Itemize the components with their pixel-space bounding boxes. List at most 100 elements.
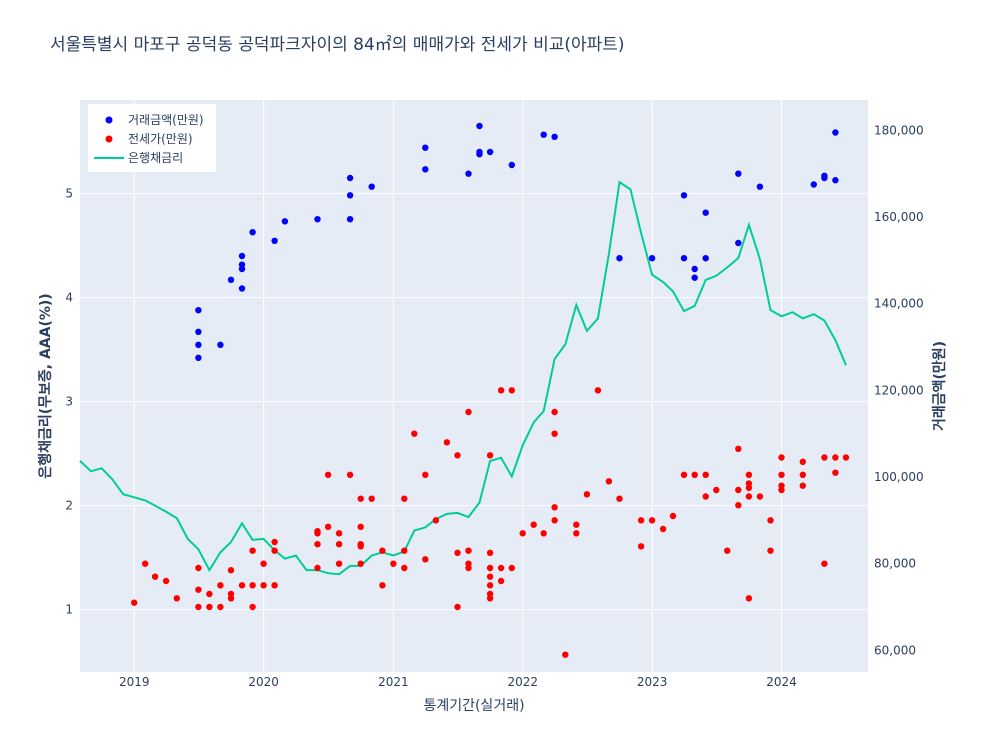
jeonse-point [443,439,451,446]
x-tick-label: 2021 [378,675,409,689]
jeonse-point [767,517,774,524]
jeonse-point [206,603,213,611]
jeonse-point [799,458,806,465]
sale-point [217,341,224,348]
x-axis-title: 통계기간(실거래) [423,698,524,714]
jeonse-point [778,471,785,478]
jeonse-point [486,595,494,602]
jeonse-point [357,560,364,567]
jeonse-point [324,471,332,478]
jeonse-point [217,603,224,611]
jeonse-point [217,582,224,589]
legend-rate-label: 은행채금리 [128,150,183,165]
jeonse-point [724,547,731,554]
jeonse-point [411,430,418,437]
jeonse-point [314,541,321,548]
left-tick-label: 3 [65,395,73,409]
right-tick-label: 80,000 [874,557,916,571]
jeonse-point [324,523,332,530]
jeonse-point [335,560,343,567]
jeonse-point [735,502,742,509]
jeonse-point [616,495,623,502]
sale-point [476,151,483,158]
jeonse-point [486,549,494,556]
jeonse-point [260,560,267,567]
jeonse-point [271,538,278,546]
sale-point [540,131,547,138]
sale-point [195,307,202,314]
jeonse-point [335,530,343,537]
jeonse-point [271,582,278,589]
left-tick-label: 5 [65,187,73,201]
legend-jeonse-label: 전세가(만원) [128,132,193,146]
jeonse-point [842,454,850,461]
jeonse-point [131,599,138,606]
sale-point [735,170,742,177]
jeonse-point [227,595,235,602]
jeonse-point [573,521,580,528]
jeonse-point [346,471,354,478]
jeonse-point [227,567,235,574]
x-tick-label: 2024 [766,675,797,689]
jeonse-point [745,493,753,500]
right-tick-label: 180,000 [874,123,924,137]
jeonse-point [551,517,558,524]
x-tick-label: 2022 [507,675,538,689]
sale-point [691,265,698,273]
jeonse-point [702,471,709,478]
jeonse-point [551,408,558,416]
sale-point [238,285,246,292]
sale-point [195,341,202,348]
jeonse-point [486,564,494,572]
jeonse-point [551,504,558,511]
jeonse-point [669,512,677,520]
gridlines [80,100,868,672]
jeonse-point [767,547,774,554]
jeonse-point [422,471,429,478]
jeonse-point [799,482,806,489]
jeonse-point [497,564,505,572]
jeonse-point [486,573,494,580]
sale-point [648,255,656,262]
jeonse-point [195,586,202,593]
jeonse-series [131,387,850,658]
jeonse-point [756,493,764,500]
jeonse-point [821,454,828,461]
sale-point [249,229,256,236]
jeonse-point [702,493,709,500]
sale-point [832,129,839,136]
jeonse-point [648,517,656,524]
jeonse-point [357,495,364,502]
jeonse-point [605,478,613,485]
jeonse-point [465,564,472,572]
legend-sale-marker [105,116,113,124]
jeonse-point [713,486,720,494]
jeonse-point [637,517,645,524]
sale-point [422,144,429,151]
jeonse-point [778,486,785,494]
jeonse-point [540,530,547,537]
sale-point [195,328,202,335]
jeonse-point [357,523,364,530]
jeonse-point [508,387,515,394]
x-axis-ticks: 2019 2020 2021 2022 2023 2024 [119,675,797,689]
sale-point [195,354,202,361]
jeonse-point [335,541,343,548]
jeonse-point [379,547,386,554]
jeonse-point [271,547,278,554]
jeonse-point [173,595,180,602]
jeonse-point [390,560,397,567]
jeonse-point [530,521,537,528]
sale-point [346,192,354,199]
plot-area [80,100,868,672]
jeonse-point [454,452,461,459]
sale-point [227,276,235,283]
sale-point [281,218,289,225]
sale-point [422,166,429,173]
jeonse-point [735,445,742,452]
legend[interactable]: 거래금액(만원) 전세가(만원) 은행채금리 [88,104,216,172]
right-tick-label: 120,000 [874,383,924,397]
x-tick-label: 2020 [248,675,279,689]
right-tick-label: 160,000 [874,210,924,224]
